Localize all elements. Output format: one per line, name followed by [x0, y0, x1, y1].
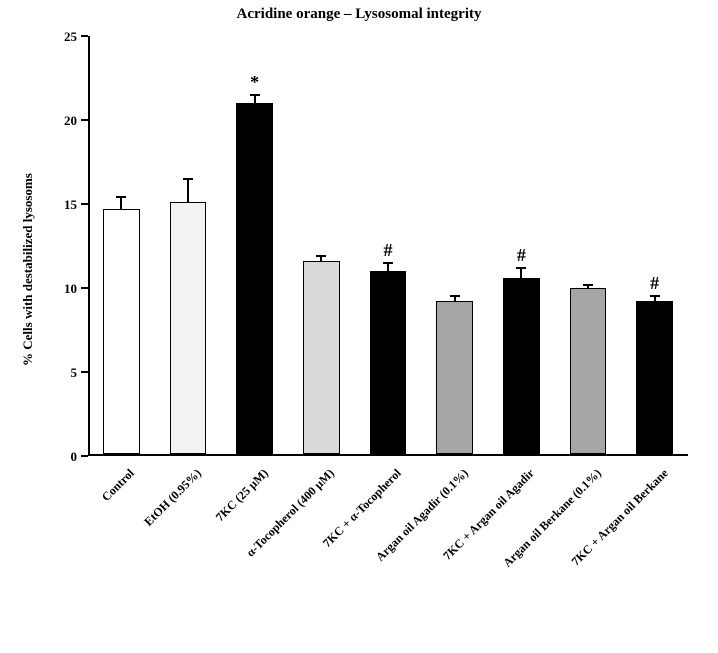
- bar: [436, 301, 473, 454]
- error-bar: [254, 95, 256, 103]
- bar: [570, 288, 607, 454]
- error-cap: [583, 284, 593, 286]
- bar: [303, 261, 340, 454]
- y-tick: [81, 371, 88, 373]
- error-cap: [650, 295, 660, 297]
- error-bar: [120, 197, 122, 209]
- bar: [503, 278, 540, 454]
- bar-annotation: *: [250, 72, 259, 93]
- y-tick-label: 5: [47, 365, 77, 381]
- bar: [370, 271, 407, 454]
- bar: [103, 209, 140, 454]
- y-tick: [81, 203, 88, 205]
- bar: [236, 103, 273, 454]
- error-bar: [520, 268, 522, 278]
- plot-area: 0510152025ControlEtOH (0.95%)*7KC (25 µM…: [88, 36, 688, 456]
- error-bar: [187, 179, 189, 203]
- error-cap: [383, 262, 393, 264]
- y-tick-label: 25: [47, 29, 77, 45]
- bar: [170, 202, 207, 454]
- error-cap: [516, 267, 526, 269]
- chart-container: Acridine orange – Lysosomal integrity % …: [0, 0, 718, 653]
- error-cap: [250, 94, 260, 96]
- bar: [636, 301, 673, 454]
- bar-annotation: #: [650, 273, 659, 294]
- y-tick: [81, 35, 88, 37]
- y-tick-label: 10: [47, 281, 77, 297]
- y-tick-label: 15: [47, 197, 77, 213]
- bar-annotation: #: [517, 245, 526, 266]
- error-bar: [387, 263, 389, 271]
- x-axis: [88, 454, 688, 456]
- y-axis: [88, 36, 90, 456]
- chart-title: Acridine orange – Lysosomal integrity: [0, 6, 718, 23]
- error-cap: [450, 295, 460, 297]
- bar-annotation: #: [384, 240, 393, 261]
- error-cap: [316, 255, 326, 257]
- error-cap: [116, 196, 126, 198]
- y-tick-label: 20: [47, 113, 77, 129]
- y-axis-label: % Cells with destabilized lysosoms: [20, 173, 36, 366]
- y-tick: [81, 119, 88, 121]
- y-tick: [81, 287, 88, 289]
- error-cap: [183, 178, 193, 180]
- y-tick: [81, 455, 88, 457]
- y-tick-label: 0: [47, 449, 77, 465]
